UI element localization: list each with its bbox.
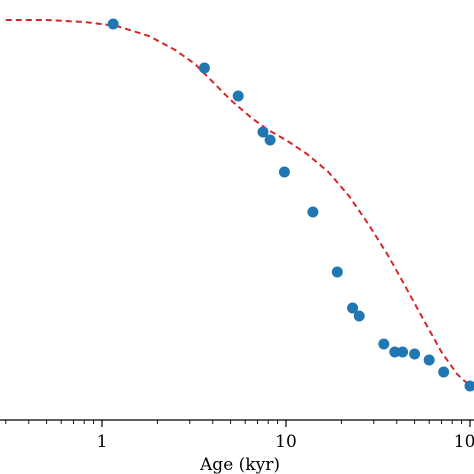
data-point	[278, 166, 290, 178]
data-point	[378, 338, 390, 350]
data-point	[198, 62, 210, 74]
point-group	[107, 18, 474, 392]
x-tick-label: 100	[454, 432, 474, 452]
model-curve	[5, 19, 471, 387]
data-point	[347, 302, 359, 314]
data-point	[438, 366, 450, 378]
data-point	[464, 380, 474, 392]
data-point	[353, 310, 365, 322]
data-point	[397, 346, 409, 358]
x-tick-label: 10	[275, 432, 297, 452]
data-point	[264, 134, 276, 146]
data-point	[409, 348, 421, 360]
x-tick-label: 1	[97, 432, 108, 452]
data-point	[107, 18, 119, 30]
tick-group: 1 10 100	[5, 420, 474, 452]
x-axis-label: Age (kyr)	[199, 455, 280, 474]
data-point	[307, 206, 319, 218]
data-point	[331, 266, 343, 278]
data-point	[389, 346, 401, 358]
data-point	[423, 354, 435, 366]
data-point	[257, 126, 269, 138]
plot-area: 1 10 100	[0, 18, 474, 452]
data-point	[232, 90, 244, 102]
